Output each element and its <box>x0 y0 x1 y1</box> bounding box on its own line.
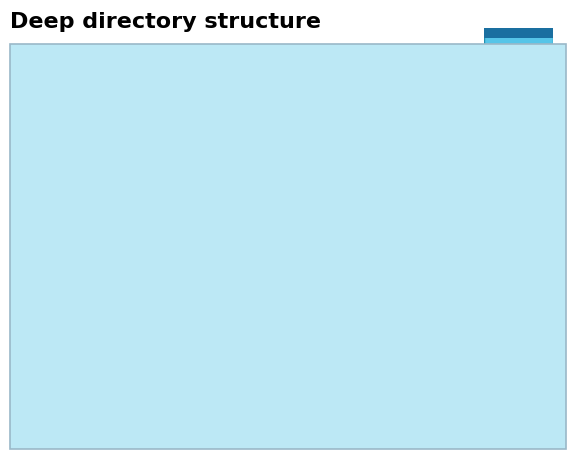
FancyBboxPatch shape <box>181 317 190 321</box>
Polygon shape <box>123 142 131 151</box>
FancyBboxPatch shape <box>497 47 540 54</box>
Polygon shape <box>412 375 441 412</box>
Polygon shape <box>302 266 310 274</box>
Polygon shape <box>139 142 168 179</box>
Polygon shape <box>260 375 289 412</box>
FancyBboxPatch shape <box>525 47 540 69</box>
FancyBboxPatch shape <box>264 207 316 250</box>
FancyBboxPatch shape <box>327 317 379 359</box>
Polygon shape <box>102 142 131 179</box>
Text: Deep directory structure: Deep directory structure <box>10 12 321 31</box>
FancyBboxPatch shape <box>178 314 198 323</box>
FancyBboxPatch shape <box>101 205 120 213</box>
Polygon shape <box>187 375 216 412</box>
Polygon shape <box>433 375 441 384</box>
FancyBboxPatch shape <box>484 28 553 38</box>
FancyBboxPatch shape <box>484 28 553 76</box>
FancyBboxPatch shape <box>268 207 276 211</box>
Polygon shape <box>302 266 310 274</box>
FancyBboxPatch shape <box>104 207 112 211</box>
Polygon shape <box>281 375 289 384</box>
Polygon shape <box>150 266 158 274</box>
Polygon shape <box>123 142 131 151</box>
Polygon shape <box>223 266 232 274</box>
Polygon shape <box>339 375 367 412</box>
Polygon shape <box>359 375 367 384</box>
FancyBboxPatch shape <box>487 58 495 62</box>
Polygon shape <box>196 142 204 151</box>
Polygon shape <box>339 266 347 274</box>
FancyBboxPatch shape <box>76 83 128 126</box>
Polygon shape <box>175 142 204 179</box>
FancyBboxPatch shape <box>177 317 229 359</box>
Polygon shape <box>244 375 253 384</box>
Polygon shape <box>160 142 168 151</box>
Polygon shape <box>376 266 384 274</box>
Polygon shape <box>202 266 232 302</box>
Polygon shape <box>318 266 347 302</box>
Polygon shape <box>355 266 384 302</box>
Polygon shape <box>150 266 158 274</box>
Polygon shape <box>187 266 195 274</box>
FancyBboxPatch shape <box>503 53 533 69</box>
FancyBboxPatch shape <box>327 314 347 323</box>
FancyBboxPatch shape <box>100 207 152 250</box>
Polygon shape <box>281 375 289 384</box>
Polygon shape <box>396 375 404 384</box>
Polygon shape <box>208 375 216 384</box>
Polygon shape <box>396 375 404 384</box>
Polygon shape <box>223 375 253 412</box>
Polygon shape <box>160 142 168 151</box>
Polygon shape <box>376 266 384 274</box>
Polygon shape <box>196 142 204 151</box>
Polygon shape <box>282 266 310 302</box>
Polygon shape <box>208 375 216 384</box>
Polygon shape <box>244 375 253 384</box>
FancyBboxPatch shape <box>264 205 285 213</box>
Polygon shape <box>223 266 232 274</box>
FancyBboxPatch shape <box>497 47 511 69</box>
FancyBboxPatch shape <box>77 81 97 89</box>
FancyBboxPatch shape <box>490 46 547 72</box>
FancyBboxPatch shape <box>80 83 89 88</box>
Polygon shape <box>375 375 404 412</box>
Polygon shape <box>166 266 195 302</box>
FancyBboxPatch shape <box>487 53 495 56</box>
Polygon shape <box>433 375 441 384</box>
Polygon shape <box>359 375 367 384</box>
FancyBboxPatch shape <box>331 317 339 321</box>
Polygon shape <box>187 266 195 274</box>
Polygon shape <box>339 266 347 274</box>
Polygon shape <box>129 266 158 302</box>
